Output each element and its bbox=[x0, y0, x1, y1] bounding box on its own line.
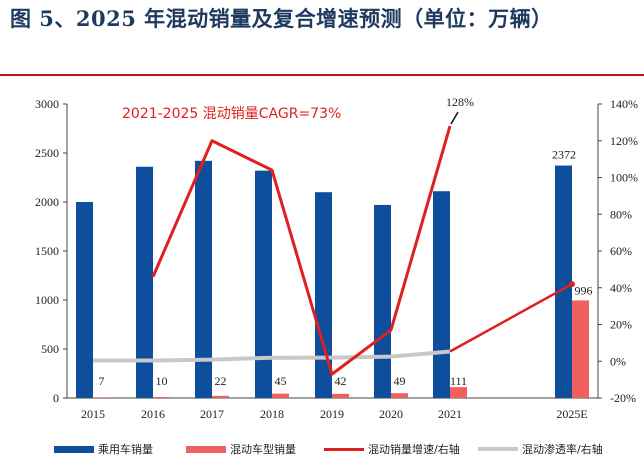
passenger-sales-bar bbox=[195, 160, 212, 398]
chart-axes: 0 500 1000 1500 2000 2500 3000 -20% 0% 20% 40% 60% 8… bbox=[35, 97, 638, 421]
hybrid-sales-data-label: 111 bbox=[450, 374, 467, 388]
hybrid-sales-bar bbox=[332, 393, 349, 398]
hybrid-growth-line bbox=[151, 125, 452, 376]
right-tick-label: 40% bbox=[610, 281, 632, 295]
legend-item-hybrid-growth: 混动销量增速/右轴 bbox=[324, 437, 460, 461]
hybrid-sales-data-label: 996 bbox=[575, 283, 593, 297]
x-tick-label: 2018 bbox=[260, 407, 284, 421]
growth-data-label: 128% bbox=[446, 95, 474, 109]
cagr-annotation: 2021-2025 混动销量CAGR=73% bbox=[122, 106, 341, 122]
right-tick-label: 120% bbox=[610, 134, 638, 148]
hybrid-sales-data-label: 22 bbox=[215, 374, 227, 388]
x-tick-label: 2020 bbox=[379, 407, 403, 421]
hybrid-sales-bar bbox=[391, 393, 408, 398]
chart-legend: 乘用车销量 混动车型销量 混动销量增速/右轴 混动渗透率/右轴 bbox=[0, 437, 644, 461]
chart-labels: 7 10 22 45 42 49 111 996 2372 128% bbox=[99, 95, 593, 388]
legend-label: 混动车型销量 bbox=[230, 443, 296, 456]
legend-label: 混动渗透率/右轴 bbox=[522, 443, 603, 456]
passenger-sales-bar bbox=[374, 204, 391, 398]
legend-label: 混动销量增速/右轴 bbox=[368, 443, 460, 456]
legend-swatch-hybrid-penetration bbox=[478, 447, 518, 451]
left-tick-label: 2500 bbox=[35, 146, 59, 160]
left-tick-label: 0 bbox=[53, 391, 59, 405]
combo-chart: 0 500 1000 1500 2000 2500 3000 -20% 0% 20% 40% 60% 8… bbox=[35, 95, 638, 421]
passenger-sales-bar bbox=[136, 166, 153, 398]
chart-title: 图 5、2025 年混动销量及复合增速预测（单位：万辆） bbox=[10, 6, 553, 31]
x-tick-label: 2025E bbox=[556, 407, 587, 421]
x-tick-label: 2019 bbox=[320, 407, 344, 421]
x-tick-label: 2021 bbox=[438, 407, 462, 421]
passenger-sales-data-label: 2372 bbox=[552, 148, 576, 162]
passenger-sales-bar bbox=[555, 165, 572, 398]
hybrid-sales-data-label: 7 bbox=[99, 374, 105, 388]
right-tick-label: 0% bbox=[610, 354, 626, 368]
hybrid-sales-bar bbox=[93, 397, 110, 398]
penetration-forecast-line-point bbox=[569, 281, 575, 288]
hybrid-sales-data-label: 49 bbox=[394, 374, 406, 388]
right-tick-label: 20% bbox=[610, 318, 632, 332]
growth-callout-leader bbox=[450, 111, 459, 125]
legend-item-hybrid-sales: 混动车型销量 bbox=[186, 437, 296, 461]
legend-swatch-hybrid-sales bbox=[186, 445, 226, 453]
x-tick-label: 2016 bbox=[141, 407, 165, 421]
right-tick-label: 100% bbox=[610, 171, 638, 185]
legend-item-hybrid-penetration: 混动渗透率/右轴 bbox=[478, 437, 603, 461]
hybrid-sales-bar bbox=[153, 397, 170, 398]
passenger-sales-bar bbox=[76, 202, 93, 398]
hybrid-sales-bar bbox=[272, 393, 289, 398]
left-tick-label: 1000 bbox=[35, 293, 59, 307]
hybrid-sales-data-label: 10 bbox=[156, 374, 168, 388]
hybrid-penetration-line bbox=[93, 349, 451, 363]
passenger-sales-bar bbox=[433, 191, 450, 398]
legend-item-passenger-sales: 乘用车销量 bbox=[54, 437, 153, 461]
chart-bars bbox=[76, 160, 589, 398]
left-tick-label: 500 bbox=[41, 342, 59, 356]
right-tick-label: -20% bbox=[610, 391, 636, 405]
hybrid-sales-data-label: 45 bbox=[275, 374, 287, 388]
hybrid-sales-bar bbox=[572, 300, 589, 398]
passenger-sales-bar bbox=[255, 170, 272, 398]
hybrid-sales-bar bbox=[450, 387, 467, 398]
left-tick-label: 1500 bbox=[35, 244, 59, 258]
legend-swatch-passenger-sales bbox=[54, 445, 94, 453]
hybrid-sales-bar bbox=[212, 395, 229, 398]
right-tick-label: 80% bbox=[610, 207, 632, 221]
chart-lines bbox=[93, 125, 575, 376]
x-tick-label: 2017 bbox=[200, 407, 224, 421]
right-tick-label: 140% bbox=[610, 97, 638, 111]
passenger-sales-bar bbox=[315, 192, 332, 398]
hybrid-sales-data-label: 42 bbox=[335, 374, 347, 388]
title-divider bbox=[0, 74, 644, 76]
legend-swatch-hybrid-growth bbox=[324, 447, 364, 451]
right-tick-label: 60% bbox=[610, 244, 632, 258]
penetration-forecast-line bbox=[449, 282, 573, 353]
x-tick-label: 2015 bbox=[81, 407, 105, 421]
left-tick-label: 3000 bbox=[35, 97, 59, 111]
legend-label: 乘用车销量 bbox=[98, 443, 153, 456]
left-tick-label: 2000 bbox=[35, 195, 59, 209]
